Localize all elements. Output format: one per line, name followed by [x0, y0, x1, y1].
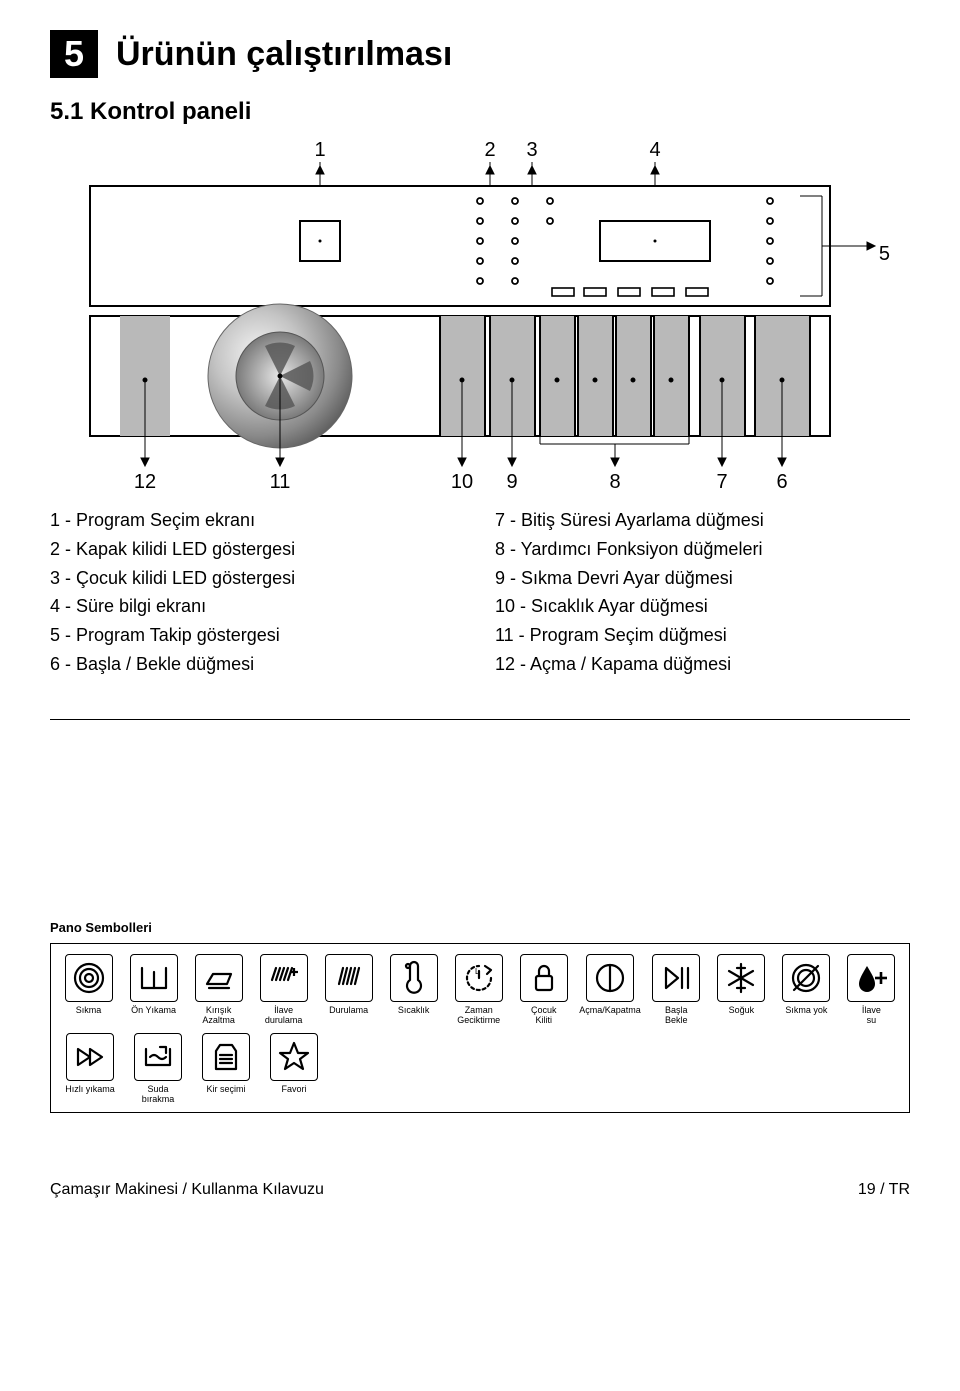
symbol-cell: BaşlaBekle — [647, 954, 706, 1027]
legend-item: 6 - Başla / Bekle düğmesi — [50, 650, 465, 679]
symbol-label: Açma/Kapatma — [579, 1005, 641, 1027]
symbol-cell: Sıkma — [59, 954, 118, 1027]
legend-item: 10 - Sıcaklık Ayar düğmesi — [495, 592, 910, 621]
chapter-header: 5 Ürünün çalıştırılması — [50, 30, 910, 78]
symbol-cell: İlavesu — [842, 954, 901, 1027]
symbol-cell: KırışıkAzaltma — [189, 954, 248, 1027]
symbol-label: Favori — [281, 1084, 306, 1106]
symbol-label: Sıcaklık — [398, 1005, 430, 1027]
callout-10: 10 — [451, 471, 473, 493]
start-pause-icon — [652, 954, 700, 1002]
child-lock-icon — [520, 954, 568, 1002]
symbol-label: KırışıkAzaltma — [202, 1005, 235, 1027]
chapter-number-box: 5 — [50, 30, 98, 78]
symbols-box: Sıkma Ön Yıkama KırışıkAzaltma İlavedurulam… — [50, 943, 910, 1113]
extra-rinse-icon — [260, 954, 308, 1002]
callout-8: 8 — [609, 471, 620, 493]
page-footer: Çamaşır Makinesi / Kullanma Kılavuzu 19 … — [50, 1173, 910, 1199]
time-delay-icon: L — [455, 954, 503, 1002]
symbol-label: Soğuk — [729, 1005, 755, 1027]
callout-3: 3 — [526, 139, 537, 161]
symbol-cell: Ön Yıkama — [124, 954, 183, 1027]
legend-item: 5 - Program Takip göstergesi — [50, 621, 465, 650]
callout-6: 6 — [776, 471, 787, 493]
callout-4: 4 — [649, 139, 660, 161]
legend-item: 3 - Çocuk kilidi LED göstergesi — [50, 564, 465, 593]
extra-water-icon — [847, 954, 895, 1002]
rinse-icon — [325, 954, 373, 1002]
callout-9: 9 — [506, 471, 517, 493]
callout-1: 1 — [314, 139, 325, 161]
svg-text:L: L — [475, 967, 480, 976]
legend-left: 1 - Program Seçim ekranı 2 - Kapak kilid… — [50, 506, 465, 679]
favorite-icon — [270, 1033, 318, 1081]
anticrease-icon — [195, 954, 243, 1002]
chapter-title: Ürünün çalıştırılması — [116, 35, 452, 74]
legend-right: 7 - Bitiş Süresi Ayarlama düğmesi 8 - Ya… — [495, 506, 910, 679]
symbol-label: BaşlaBekle — [665, 1005, 688, 1027]
legend-item: 12 - Açma / Kapama düğmesi — [495, 650, 910, 679]
symbol-cell: Hızlı yıkama — [59, 1033, 121, 1106]
legend-item: 2 - Kapak kilidi LED göstergesi — [50, 535, 465, 564]
symbol-cell: Açma/Kapatma — [579, 954, 641, 1027]
symbol-label: İlavesu — [862, 1005, 881, 1027]
symbol-cell: Soğuk — [712, 954, 771, 1027]
legend-item: 9 - Sıkma Devri Ayar düğmesi — [495, 564, 910, 593]
footer-right: 19 / TR — [858, 1181, 910, 1199]
symbol-cell: L ZamanGeciktirme — [449, 954, 508, 1027]
legend: 1 - Program Seçim ekranı 2 - Kapak kilid… — [50, 506, 910, 679]
spin-icon — [65, 954, 113, 1002]
symbol-label: İlavedurulama — [265, 1005, 303, 1027]
symbol-cell: Durulama — [319, 954, 378, 1027]
control-panel-diagram: 1 2 3 4 5 — [60, 136, 900, 476]
symbol-cell: Favori — [263, 1033, 325, 1106]
symbols-title: Pano Sembolleri — [50, 920, 910, 935]
symbol-label: ZamanGeciktirme — [457, 1005, 500, 1027]
symbol-cell: Sıkma yok — [777, 954, 836, 1027]
callout-5: 5 — [879, 243, 890, 265]
fast-wash-icon — [66, 1033, 114, 1081]
symbol-label: Kir seçimi — [206, 1084, 245, 1106]
symbol-label: Ön Yıkama — [131, 1005, 176, 1027]
legend-item: 7 - Bitiş Süresi Ayarlama düğmesi — [495, 506, 910, 535]
symbol-cell: Sudabırakma — [127, 1033, 189, 1106]
symbol-cell: İlavedurulama — [254, 954, 313, 1027]
symbol-cell: Kir seçimi — [195, 1033, 257, 1106]
callout-2: 2 — [484, 139, 495, 161]
legend-item: 1 - Program Seçim ekranı — [50, 506, 465, 535]
symbol-label: Sıkma — [76, 1005, 102, 1027]
callout-7: 7 — [716, 471, 727, 493]
symbol-label: Hızlı yıkama — [65, 1084, 115, 1106]
soil-level-icon — [202, 1033, 250, 1081]
rinse-hold-icon — [134, 1033, 182, 1081]
cold-icon — [717, 954, 765, 1002]
footer-left: Çamaşır Makinesi / Kullanma Kılavuzu — [50, 1181, 324, 1199]
symbol-label: Sıkma yok — [785, 1005, 827, 1027]
legend-item: 11 - Program Seçim düğmesi — [495, 621, 910, 650]
symbol-cell: Sıcaklık — [384, 954, 443, 1027]
power-icon — [586, 954, 634, 1002]
temperature-icon — [390, 954, 438, 1002]
callout-12: 12 — [134, 471, 156, 493]
section-title: 5.1 Kontrol paneli — [50, 98, 910, 126]
legend-item: 8 - Yardımcı Fonksiyon düğmeleri — [495, 535, 910, 564]
symbol-cell: ÇocukKiliti — [514, 954, 573, 1027]
symbol-label: Sudabırakma — [142, 1084, 175, 1106]
no-spin-icon — [782, 954, 830, 1002]
prewash-icon — [130, 954, 178, 1002]
symbol-label: Durulama — [329, 1005, 368, 1027]
symbol-label: ÇocukKiliti — [531, 1005, 557, 1027]
callout-11: 11 — [270, 471, 291, 493]
legend-item: 4 - Süre bilgi ekranı — [50, 592, 465, 621]
section-divider — [50, 719, 910, 720]
